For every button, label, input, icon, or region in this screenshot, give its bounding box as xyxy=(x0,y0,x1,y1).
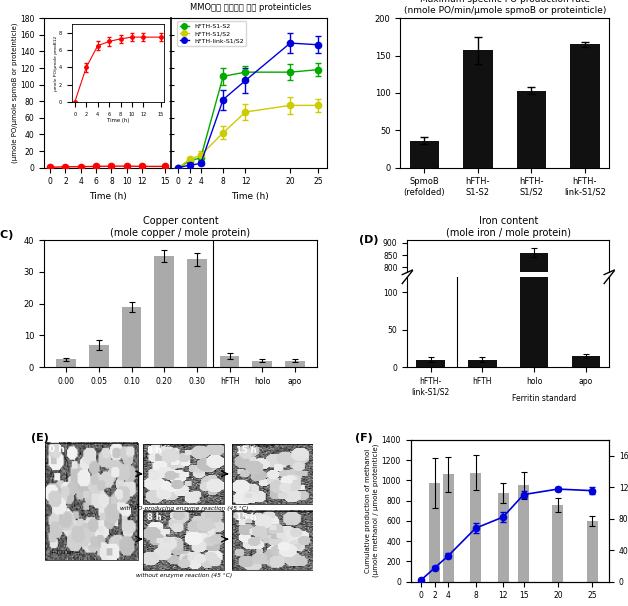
Text: (D): (D) xyxy=(359,235,378,245)
Bar xyxy=(429,483,440,582)
Bar xyxy=(89,345,109,367)
Bar xyxy=(443,474,454,582)
Text: Ferritin standard: Ferritin standard xyxy=(512,395,577,403)
Y-axis label: (μmole PO/μmole spmoB or proteinticle): (μmole PO/μmole spmoB or proteinticle) xyxy=(12,22,18,163)
Bar xyxy=(45,442,138,561)
Legend: hFTH-S1-S2, hFTH-S1/S2, hFTH-link-S1/S2: hFTH-S1-S2, hFTH-S1/S2, hFTH-link-S1/S2 xyxy=(177,21,246,46)
Bar xyxy=(571,462,600,465)
X-axis label: Time (h): Time (h) xyxy=(89,192,126,201)
Text: |←100 nm→|: |←100 nm→| xyxy=(249,443,274,447)
Bar xyxy=(553,505,563,582)
Bar xyxy=(252,361,272,367)
Bar xyxy=(497,493,509,582)
Bar xyxy=(520,253,548,465)
Bar xyxy=(416,360,445,367)
Bar xyxy=(416,463,445,465)
Bar xyxy=(468,463,497,465)
Bar xyxy=(143,444,224,504)
Bar xyxy=(187,259,207,367)
Bar xyxy=(232,511,313,570)
Text: (C): (C) xyxy=(0,230,13,240)
Text: 0 h: 0 h xyxy=(50,445,65,454)
Y-axis label: Cumulative production of methanol
(μmole methanol / μmole proteinticle): Cumulative production of methanol (μmole… xyxy=(365,444,379,578)
Title: Iron content
(mole iron / mole protein): Iron content (mole iron / mole protein) xyxy=(446,216,571,238)
Bar xyxy=(57,359,76,367)
Title: Maximum specific PO production rate
(nmole PO/min/μmole spmoB or proteinticle): Maximum specific PO production rate (nmo… xyxy=(404,0,606,15)
Text: (F): (F) xyxy=(355,433,373,442)
Bar xyxy=(518,485,529,582)
Text: |←100 nm→|: |←100 nm→| xyxy=(160,443,186,447)
Bar xyxy=(571,356,600,367)
Text: 15 h: 15 h xyxy=(236,446,257,455)
Bar xyxy=(410,141,439,168)
Bar xyxy=(285,361,305,367)
Text: MMO효소 활성부위 융합 proteinticles: MMO효소 활성부위 융합 proteinticles xyxy=(190,3,311,12)
Bar xyxy=(463,50,493,168)
Bar xyxy=(143,511,224,570)
Title: Copper content
(mole copper / mole protein): Copper content (mole copper / mole prote… xyxy=(111,216,251,238)
Bar xyxy=(154,256,174,367)
Bar xyxy=(122,307,141,367)
Bar xyxy=(570,44,600,168)
Bar xyxy=(220,356,239,367)
Bar xyxy=(520,0,548,367)
Text: 8 h: 8 h xyxy=(148,446,162,455)
Bar xyxy=(232,444,313,504)
Text: without enzyme reaction (45 °C): without enzyme reaction (45 °C) xyxy=(136,573,232,578)
Bar xyxy=(517,91,546,168)
Bar xyxy=(587,521,597,582)
Text: (E): (E) xyxy=(31,433,48,442)
Bar xyxy=(470,473,481,582)
X-axis label: Time (h): Time (h) xyxy=(231,192,269,201)
Text: 15 h: 15 h xyxy=(236,513,257,522)
Text: 8 h: 8 h xyxy=(148,513,162,522)
Text: with PO-producing enzyme reaction (45 °C): with PO-producing enzyme reaction (45 °C… xyxy=(119,506,248,511)
Text: |←100 nm→|: |←100 nm→| xyxy=(50,550,81,556)
Bar xyxy=(468,360,497,367)
